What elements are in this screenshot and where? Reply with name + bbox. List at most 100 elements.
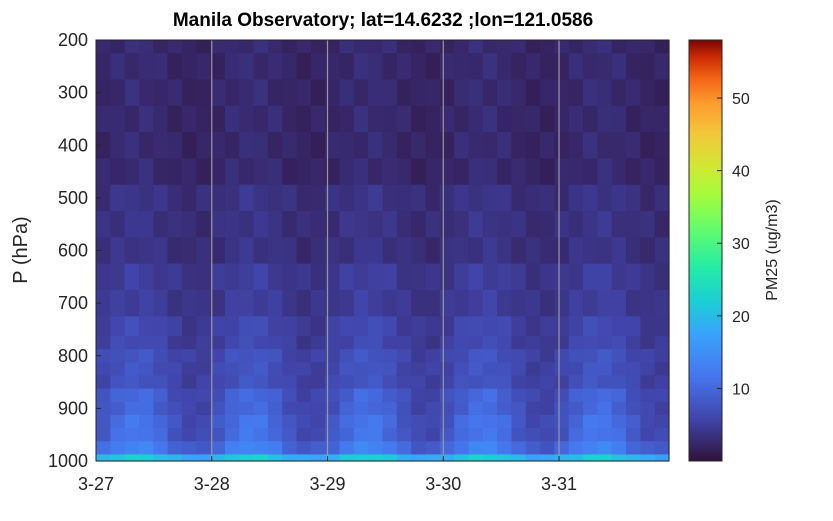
heatmap-cell xyxy=(325,428,341,442)
x-tick-label: 3-31 xyxy=(541,474,577,494)
heatmap-cell xyxy=(554,401,570,416)
heatmap-cell xyxy=(611,289,627,317)
heatmap-cell xyxy=(525,428,541,442)
heatmap-cell xyxy=(554,428,570,442)
heatmap-cell xyxy=(196,132,212,159)
heatmap-cell xyxy=(540,289,555,317)
heatmap-cell xyxy=(611,388,627,403)
heatmap-cell xyxy=(611,263,627,291)
heatmap-cell xyxy=(626,237,641,265)
heatmap-cell xyxy=(110,362,126,377)
heatmap-cell xyxy=(196,79,212,107)
heatmap-cell xyxy=(640,237,656,265)
heatmap-cell xyxy=(626,362,641,377)
heatmap-cell xyxy=(396,428,412,442)
heatmap-cell xyxy=(153,158,169,186)
heatmap-cell xyxy=(396,316,412,337)
x-tick-label: 3-29 xyxy=(309,474,345,494)
heatmap-cell xyxy=(296,211,312,238)
heatmap-cell xyxy=(640,105,656,133)
heatmap-cell xyxy=(368,40,384,54)
heatmap-cell xyxy=(439,132,455,159)
heatmap-cell xyxy=(540,414,555,429)
heatmap-cell xyxy=(368,349,384,363)
heatmap-cell xyxy=(224,414,240,429)
heatmap-cell xyxy=(583,454,598,462)
heatmap-cell xyxy=(511,428,527,442)
heatmap-cell xyxy=(196,263,212,291)
heatmap-cell xyxy=(497,388,513,403)
heatmap-cell xyxy=(181,428,197,442)
y-tick-label: 900 xyxy=(58,398,88,418)
heatmap-cell xyxy=(611,184,627,212)
heatmap-cell xyxy=(654,211,670,238)
heatmap-cell xyxy=(167,362,183,377)
heatmap-cell xyxy=(597,454,613,462)
heatmap-cell xyxy=(253,441,269,456)
heatmap-cell xyxy=(282,289,298,317)
y-tick-label: 400 xyxy=(58,135,88,155)
heatmap-cell xyxy=(167,336,183,350)
heatmap-cell xyxy=(296,414,312,429)
heatmap-cell xyxy=(325,441,341,456)
heatmap-cell xyxy=(640,375,656,390)
heatmap-cell xyxy=(138,375,154,390)
heatmap-cell xyxy=(454,184,470,212)
heatmap-cell xyxy=(239,362,255,377)
heatmap-cell xyxy=(396,414,412,429)
heatmap-cell xyxy=(167,454,183,462)
heatmap-cell xyxy=(282,237,298,265)
heatmap-cell xyxy=(210,316,226,337)
heatmap-cell xyxy=(396,263,412,291)
heatmap-cell xyxy=(583,316,598,337)
heatmap-cell xyxy=(353,237,369,265)
heatmap-cell xyxy=(325,375,341,390)
heatmap-cell xyxy=(583,401,598,416)
heatmap-cell xyxy=(497,336,513,350)
heatmap-cell xyxy=(597,349,613,363)
heatmap-cell xyxy=(439,349,455,363)
heatmap-cell xyxy=(110,441,126,456)
heatmap-cell xyxy=(568,184,584,212)
heatmap-cell xyxy=(382,158,398,186)
heatmap-cell xyxy=(568,454,584,462)
heatmap-cell xyxy=(654,375,670,390)
heatmap-cell xyxy=(468,349,484,363)
heatmap-cell xyxy=(640,79,656,107)
heatmap-cell xyxy=(196,362,212,377)
heatmap-cell xyxy=(253,40,269,54)
heatmap-cell xyxy=(411,79,427,107)
heatmap-cell xyxy=(325,40,341,54)
heatmap-cell xyxy=(96,211,111,238)
heatmap-cell xyxy=(396,158,412,186)
heatmap-cell xyxy=(353,388,369,403)
heatmap-cell xyxy=(540,428,555,442)
heatmap-cell xyxy=(554,388,570,403)
heatmap-cell xyxy=(124,105,140,133)
heatmap-cell xyxy=(110,401,126,416)
heatmap-cell xyxy=(124,336,140,350)
heatmap-cell xyxy=(368,316,384,337)
heatmap-cell xyxy=(454,401,470,416)
heatmap-cell xyxy=(568,428,584,442)
colorbar-tick-label: 40 xyxy=(732,164,750,181)
heatmap-cell xyxy=(181,349,197,363)
heatmap-cell xyxy=(110,316,126,337)
heatmap-cell xyxy=(167,158,183,186)
heatmap-cell xyxy=(239,184,255,212)
heatmap-cell xyxy=(282,454,298,462)
heatmap-cell xyxy=(497,401,513,416)
heatmap-cell xyxy=(497,441,513,456)
heatmap-cell xyxy=(640,401,656,416)
heatmap-cell xyxy=(654,414,670,429)
heatmap-cell xyxy=(482,316,498,337)
heatmap-cell xyxy=(468,40,484,54)
heatmap-cell xyxy=(611,105,627,133)
heatmap-cell xyxy=(368,428,384,442)
heatmap-cell xyxy=(611,53,627,81)
heatmap-cell xyxy=(253,263,269,291)
heatmap-cell xyxy=(382,289,398,317)
heatmap-cell xyxy=(224,105,240,133)
heatmap-cell xyxy=(454,414,470,429)
heatmap-cell xyxy=(267,362,283,377)
